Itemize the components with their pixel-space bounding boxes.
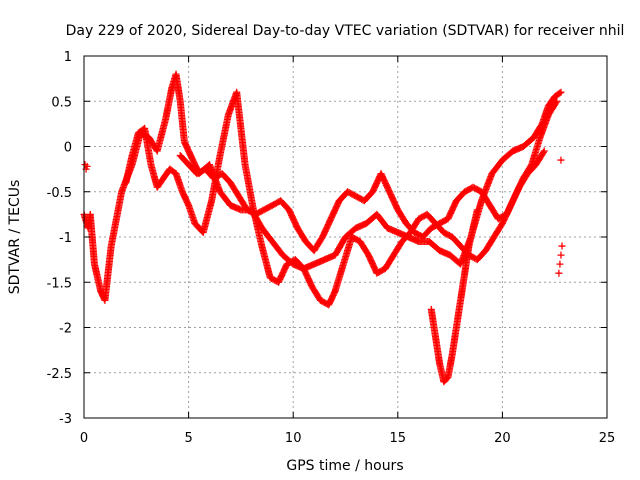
y-tick-label: 0.5 bbox=[51, 95, 72, 110]
x-tick-label: 25 bbox=[599, 431, 616, 446]
data-point bbox=[556, 260, 564, 268]
data-point bbox=[552, 99, 560, 107]
y-tick-label: 0 bbox=[64, 141, 72, 156]
y-tick-label: -3 bbox=[59, 412, 72, 427]
y-tick-label: -1 bbox=[59, 231, 72, 246]
y-tick-label: -2 bbox=[59, 322, 72, 337]
data-point bbox=[540, 147, 548, 155]
y-tick-label: 1 bbox=[64, 50, 72, 65]
data-point bbox=[556, 89, 564, 97]
x-tick-label: 0 bbox=[80, 431, 88, 446]
x-tick-label: 15 bbox=[390, 431, 407, 446]
data-point bbox=[557, 88, 565, 96]
y-axis-label: SDTVAR / TECUs bbox=[7, 180, 23, 295]
series-trace-e bbox=[81, 156, 566, 277]
axis-ticks: 0 5 10 15 20 25 -3 -2.5 -2 -1.5 -1 -0.5 0 0.5 1 bbox=[47, 50, 616, 446]
data-point bbox=[557, 251, 565, 259]
x-tick-label: 5 bbox=[184, 431, 192, 446]
x-axis-label: GPS time / hours bbox=[286, 458, 403, 474]
series-trace-b bbox=[122, 88, 548, 309]
data-point bbox=[473, 206, 481, 214]
series-trace-c bbox=[176, 97, 561, 255]
y-tick-label: -0.5 bbox=[47, 186, 72, 201]
data-point bbox=[555, 269, 563, 277]
data-point bbox=[558, 242, 566, 250]
data-point bbox=[83, 162, 91, 170]
data-point bbox=[553, 97, 561, 105]
chart-title: Day 229 of 2020, Sidereal Day-to-day VTE… bbox=[66, 23, 625, 39]
data-markers bbox=[80, 70, 566, 386]
x-tick-label: 10 bbox=[285, 431, 302, 446]
x-tick-label: 20 bbox=[494, 431, 511, 446]
series-trace-d bbox=[427, 206, 481, 386]
data-point bbox=[539, 148, 547, 156]
data-point bbox=[557, 156, 565, 164]
y-tick-label: -1.5 bbox=[47, 276, 72, 291]
y-tick-label: -2.5 bbox=[47, 367, 72, 382]
series-trace-a bbox=[80, 70, 565, 304]
